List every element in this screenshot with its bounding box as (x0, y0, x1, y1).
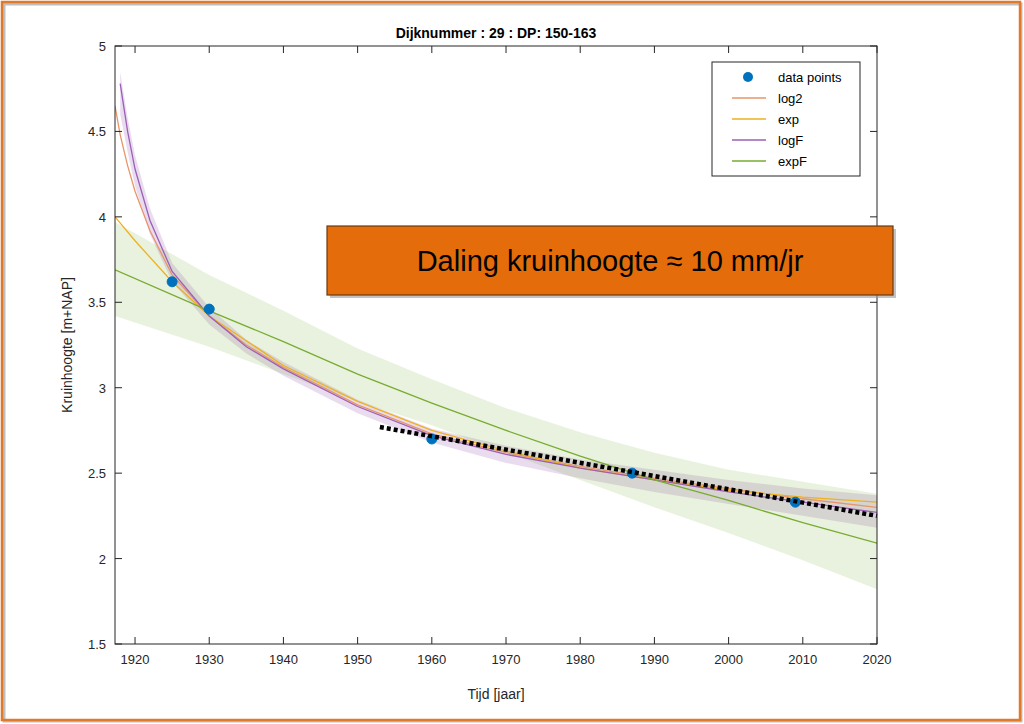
x-tick-label: 2010 (788, 652, 817, 667)
y-tick (115, 302, 122, 303)
y-tick (115, 473, 122, 474)
x-tick (506, 637, 507, 644)
x-label: Tijd [jaar] (467, 686, 524, 702)
x-tick-label: 1960 (417, 652, 446, 667)
x-tick (580, 637, 581, 644)
title: Dijknummer : 29 : DP: 150-163 (396, 25, 597, 41)
data-point (204, 304, 214, 314)
legend-label: exp (778, 112, 799, 127)
x-tick (728, 46, 729, 53)
y-tick (870, 302, 877, 303)
x-tick (506, 46, 507, 53)
annotation-box (327, 226, 893, 295)
x-tick (431, 46, 432, 53)
y-tick (870, 131, 877, 132)
y-tick-label: 4.5 (88, 124, 106, 139)
x-tick (135, 637, 136, 644)
x-tick (135, 46, 136, 53)
data-point (167, 277, 177, 287)
y-tick (115, 46, 122, 47)
legend-line (732, 139, 766, 140)
x-tick (654, 637, 655, 644)
frame (2, 2, 1020, 720)
x-tick-label: 1920 (121, 652, 150, 667)
x-tick (357, 46, 358, 53)
series-line (115, 270, 877, 543)
legend-line (732, 118, 766, 119)
y-tick-label: 2.5 (88, 466, 106, 481)
x-tick (802, 46, 803, 53)
legend-marker (743, 72, 753, 82)
y-tick-label: 2 (99, 552, 106, 567)
y-tick-label: 3 (99, 381, 106, 396)
x-tick-label: 2020 (863, 652, 892, 667)
x-tick (728, 637, 729, 644)
x-tick-label: 2000 (714, 652, 743, 667)
x-tick (283, 46, 284, 53)
y-tick (115, 216, 122, 217)
x-tick (802, 637, 803, 644)
y-tick-label: 5 (99, 39, 106, 54)
y-tick-label: 4 (99, 210, 106, 225)
x-tick (283, 637, 284, 644)
y-tick (870, 387, 877, 388)
annotation: Daling kruinhoogte ≈ 10 mm/jr (327, 226, 896, 298)
legend-label: data points (778, 70, 842, 85)
legend-label: logF (778, 133, 803, 148)
trend-line (380, 427, 877, 516)
legend-line (732, 97, 766, 98)
x-tick (209, 637, 210, 644)
x-tick (431, 637, 432, 644)
x-tick-label: 1940 (269, 652, 298, 667)
y-tick (870, 558, 877, 559)
y-tick (115, 644, 122, 645)
y-tick (870, 46, 877, 47)
frame-shadow (4, 4, 1021, 721)
y-tick (115, 387, 122, 388)
x-tick-label: 1930 (195, 652, 224, 667)
x-tick-label: 1950 (343, 652, 372, 667)
legend-label: log2 (778, 91, 803, 106)
x-tick-label: 1990 (640, 652, 669, 667)
legend-box (712, 62, 860, 176)
y-tick (115, 558, 122, 559)
x-tick (654, 46, 655, 53)
y-tick (870, 473, 877, 474)
legend: data points log2 exp logF expF (712, 62, 860, 176)
axes-box (115, 46, 877, 644)
legend-line (732, 160, 766, 161)
y-tick (870, 216, 877, 217)
x-tick (877, 46, 878, 53)
y-tick (115, 131, 122, 132)
background (0, 0, 1024, 724)
series-line (115, 217, 877, 502)
chart: Dijknummer : 29 : DP: 150-163 Tijd [jaar]… (0, 0, 1024, 724)
x-tick (209, 46, 210, 53)
x-tick (877, 637, 878, 644)
annotation-text: Daling kruinhoogte ≈ 10 mm/jr (417, 245, 804, 277)
x-tick-label: 1980 (566, 652, 595, 667)
y-tick-label: 1.5 (88, 637, 106, 652)
plot-area (115, 46, 877, 644)
y-tick-label: 3.5 (88, 295, 106, 310)
x-tick-label: 1970 (492, 652, 521, 667)
legend-label: expF (778, 154, 807, 169)
x-tick (580, 46, 581, 53)
y-label: Kruinhoogte [m+NAP] (59, 277, 75, 413)
y-tick (870, 644, 877, 645)
x-tick (357, 637, 358, 644)
